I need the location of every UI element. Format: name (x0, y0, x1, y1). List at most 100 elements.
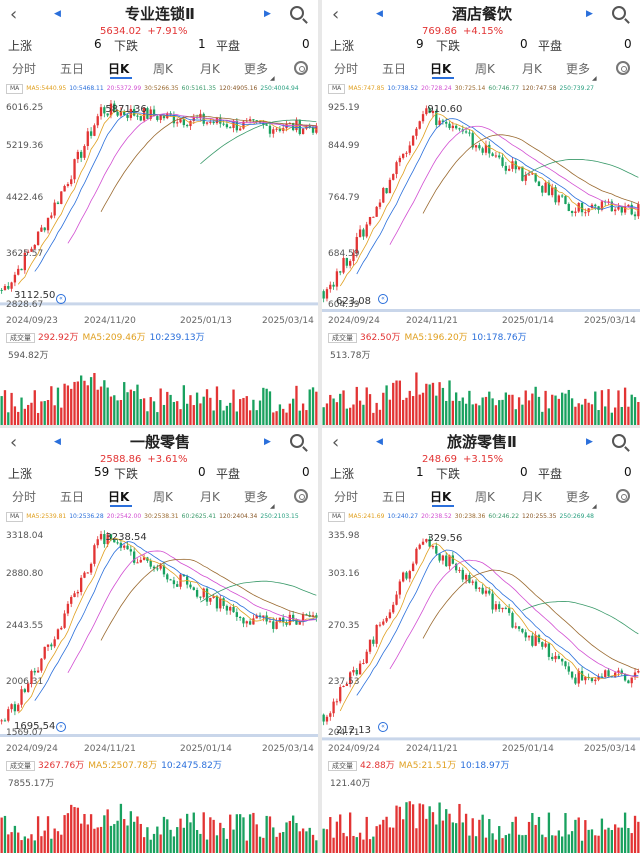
volume-button[interactable]: 成交量 (6, 333, 35, 343)
tab-4[interactable]: 月K (522, 62, 542, 76)
tab-1[interactable]: 五日 (382, 490, 407, 504)
settings-gear-icon[interactable] (616, 61, 630, 75)
volume-bar (408, 801, 411, 853)
prev-icon[interactable]: ◀ (54, 437, 61, 447)
candle (554, 655, 557, 660)
candle (242, 121, 245, 129)
volume-bar (189, 395, 192, 425)
dropdown-icon[interactable]: ◢ (270, 503, 275, 510)
tab-2[interactable]: 日K (108, 62, 130, 76)
nav-left-icon[interactable]: « (378, 722, 388, 732)
candle (600, 201, 604, 210)
volume-bar (202, 396, 205, 425)
tab-5[interactable]: 更多 (244, 490, 269, 504)
tab-4[interactable]: 月K (200, 490, 220, 504)
volume-bar (541, 411, 544, 425)
tab-3[interactable]: 周K (153, 490, 173, 504)
next-icon[interactable]: ▶ (264, 9, 271, 19)
tab-3[interactable]: 周K (153, 62, 173, 76)
prev-icon[interactable]: ◀ (376, 437, 383, 447)
tab-0[interactable]: 分时 (334, 62, 359, 76)
volume-bar (438, 802, 441, 853)
candle (305, 614, 308, 616)
volume-bar (126, 825, 129, 853)
settings-gear-icon[interactable] (294, 61, 308, 75)
search-icon[interactable] (290, 6, 304, 20)
tab-5[interactable]: 更多 (244, 62, 269, 76)
volume-bar (311, 834, 315, 853)
horizontal-divider (0, 425, 640, 428)
tab-0[interactable]: 分时 (334, 490, 359, 504)
tab-0[interactable]: 分时 (12, 490, 37, 504)
volume-bar (322, 828, 325, 853)
candle (474, 145, 478, 148)
ma-button[interactable]: MA (328, 512, 346, 522)
candle (50, 644, 53, 647)
candle (428, 539, 431, 547)
next-icon[interactable]: ▶ (264, 437, 271, 447)
candle (531, 635, 534, 646)
back-icon[interactable]: ‹ (10, 432, 18, 453)
candle (425, 539, 428, 542)
tab-2[interactable]: 日K (108, 490, 130, 504)
ma-button[interactable]: MA (328, 84, 346, 94)
tab-5[interactable]: 更多 (566, 62, 591, 76)
candle (113, 103, 116, 113)
tab-3[interactable]: 周K (475, 490, 495, 504)
tab-5[interactable]: 更多 (566, 490, 591, 504)
volume-bar (185, 403, 189, 425)
tab-4[interactable]: 月K (200, 62, 220, 76)
tab-0[interactable]: 分时 (12, 62, 37, 76)
volume-bar (162, 816, 166, 853)
next-icon[interactable]: ▶ (586, 437, 593, 447)
tab-3[interactable]: 周K (475, 62, 495, 76)
volume-bar (103, 815, 106, 853)
search-icon[interactable] (290, 434, 304, 448)
volume-bar (425, 818, 428, 853)
volume-bar (10, 832, 13, 853)
tab-2[interactable]: 日K (430, 62, 452, 76)
volume-button[interactable]: 成交量 (6, 761, 35, 771)
candle (182, 574, 186, 577)
tab-4[interactable]: 月K (522, 490, 542, 504)
back-icon[interactable]: ‹ (10, 4, 18, 25)
dropdown-icon[interactable]: ◢ (592, 75, 597, 82)
tab-2[interactable]: 日K (430, 490, 452, 504)
dropdown-icon[interactable]: ◢ (592, 503, 597, 510)
volume-bar (471, 404, 474, 425)
volume-bar (20, 840, 23, 853)
prev-icon[interactable]: ◀ (54, 9, 61, 19)
price-row: 248.69 +3.15% (422, 454, 632, 465)
prev-icon[interactable]: ◀ (376, 9, 383, 19)
volume-bar (89, 377, 93, 425)
tab-1[interactable]: 五日 (60, 62, 85, 76)
volume-button[interactable]: 成交量 (328, 761, 357, 771)
ma-button[interactable]: MA (6, 512, 24, 522)
volume-button[interactable]: 成交量 (328, 333, 357, 343)
volume-bar (329, 817, 332, 853)
candle (192, 587, 195, 590)
nav-left-icon[interactable]: « (56, 294, 66, 304)
back-icon[interactable]: ‹ (332, 432, 340, 453)
dropdown-icon[interactable]: ◢ (270, 75, 275, 82)
candle (252, 618, 255, 625)
back-icon[interactable]: ‹ (332, 4, 340, 25)
candle (215, 117, 219, 124)
volume-bar (547, 812, 551, 853)
search-icon[interactable] (612, 6, 626, 20)
stat-up: 6 (94, 37, 102, 51)
nav-left-icon[interactable]: « (56, 722, 66, 732)
search-icon[interactable] (612, 434, 626, 448)
volume-bar (405, 802, 408, 853)
settings-gear-icon[interactable] (616, 489, 630, 503)
tab-1[interactable]: 五日 (382, 62, 407, 76)
candle (60, 627, 63, 630)
ma-value: 250:269.48 (559, 513, 594, 520)
candle (162, 114, 166, 119)
next-icon[interactable]: ▶ (586, 9, 593, 19)
settings-gear-icon[interactable] (294, 489, 308, 503)
tab-1[interactable]: 五日 (60, 490, 85, 504)
nav-left-icon[interactable]: « (378, 294, 388, 304)
ma-button[interactable]: MA (6, 84, 24, 94)
candle (126, 114, 129, 118)
